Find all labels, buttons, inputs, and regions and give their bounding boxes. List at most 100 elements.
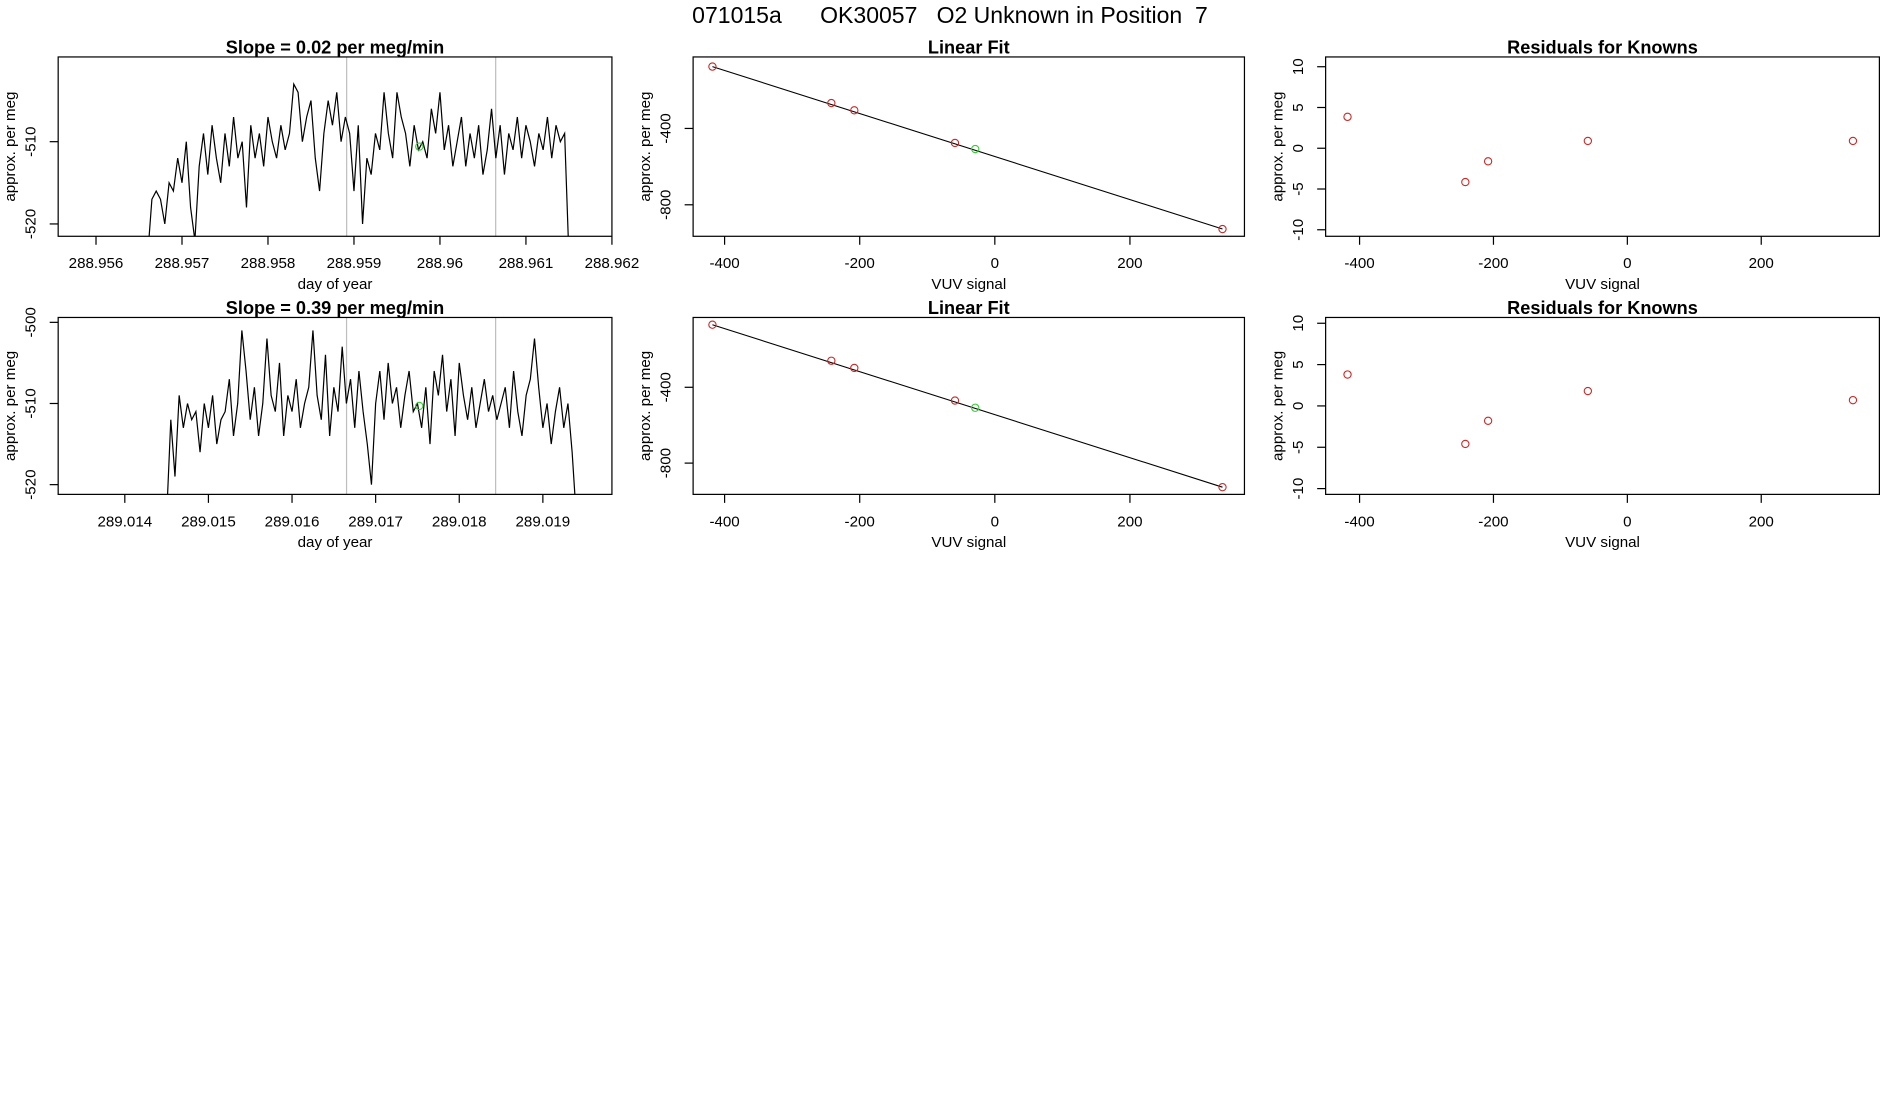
x-tick-label: 0 [1623,513,1631,530]
data-point [950,396,960,405]
y-tick-label: -400 [657,113,674,143]
data-point [1343,370,1352,379]
data-point [827,98,836,108]
data-point [1848,136,1858,146]
y-tick-label: -500 [23,307,40,337]
main-title: 071015a OK30057 O2 Unknown in Position 7 [692,2,1208,28]
x-tick-label: 200 [1117,513,1142,530]
x-tick-label: -200 [845,255,875,272]
x-axis-label: VUV signal [1565,534,1640,551]
x-tick-label: 288.959 [327,255,382,272]
data-point [1218,482,1227,492]
x-tick-label: -200 [845,513,875,530]
data-point [708,320,717,329]
plot-area [1343,370,1858,449]
y-tick-label: 0 [1290,144,1307,152]
y-tick-label: 5 [1290,360,1307,368]
plot-area [708,320,1227,492]
x-tick-label: 288.957 [155,255,210,272]
x-tick-label: 289.015 [181,513,236,530]
panel: Residuals for Knowns VUV signal approx. pe… [1269,298,1880,551]
y-tick-label: -800 [657,448,674,478]
panel-title: Slope = 0.39 per meg/min [226,298,444,318]
panel-title: Residuals for Knowns [1507,298,1698,318]
y-axis-label: approx. per meg [637,351,654,461]
plot-frame [57,316,613,495]
data-point [1848,395,1858,405]
data-line [148,81,569,237]
data-point [827,356,836,365]
x-tick-label: 200 [1749,513,1774,530]
plot-area [708,62,1227,234]
x-tick-label: 289.017 [348,513,403,530]
y-tick-label: -5 [1290,182,1307,195]
plot-frame [1325,56,1880,237]
fit-line [712,66,1223,230]
panel-title: Linear Fit [928,37,1010,57]
x-axis-label: day of year [298,276,373,293]
y-tick-label: 5 [1290,103,1307,111]
data-point [1343,112,1352,122]
x-tick-label: -400 [1344,255,1374,272]
data-point [708,62,717,71]
panel-title: Slope = 0.02 per meg/min [226,37,444,57]
x-tick-label: 289.019 [516,513,571,530]
panel: Residuals for Knowns VUV signal approx. pe… [1269,37,1880,293]
plot-frame [1325,316,1880,495]
panel-title: Residuals for Knowns [1507,37,1698,57]
data-point [950,138,960,148]
x-tick-label: 288.96 [417,255,463,272]
x-axis-label: VUV signal [1565,276,1640,293]
x-tick-label: 0 [1623,255,1631,272]
y-tick-label: -400 [657,372,674,402]
x-tick-label: 289.018 [432,513,487,530]
y-tick-label: -510 [23,388,40,418]
data-point [850,363,859,373]
highlight-point [971,144,980,154]
data-point [1461,177,1470,187]
x-tick-label: 0 [991,255,999,272]
panel: Slope = 0.02 per meg/min day of year appro… [2,37,639,292]
y-axis-label: approx. per meg [637,92,654,202]
y-axis-label: approx. per meg [2,92,19,202]
x-tick-label: -200 [1478,513,1508,530]
x-axis-label: VUV signal [931,534,1006,551]
y-axis-label: approx. per meg [1269,92,1286,202]
plot-frame [692,316,1246,495]
x-tick-label: 288.958 [241,255,296,272]
plot-area [148,56,569,237]
y-axis-label: approx. per meg [2,351,19,461]
highlight-point [415,401,424,411]
data-point [850,106,859,115]
highlight-point [415,142,424,151]
x-tick-label: -400 [709,513,739,530]
y-tick-label: -800 [657,190,674,220]
plot-area [1343,112,1858,187]
x-tick-label: 200 [1749,255,1774,272]
x-tick-label: 289.014 [97,513,152,530]
data-point [1461,439,1470,449]
y-tick-label: -520 [23,470,40,500]
y-tick-label: -10 [1290,478,1307,500]
plot-area [166,317,576,495]
data-line [166,330,576,495]
y-tick-label: 10 [1290,58,1307,75]
y-tick-label: 0 [1290,402,1307,410]
y-tick-label: 10 [1290,315,1307,332]
y-tick-label: -510 [23,127,40,157]
x-tick-label: 0 [991,513,999,530]
x-axis-label: VUV signal [931,276,1006,293]
y-tick-label: -520 [23,209,40,239]
y-axis-label: approx. per meg [1269,351,1286,461]
fit-line [712,324,1223,488]
x-axis-label: day of year [298,534,373,551]
x-tick-label: 289.016 [265,513,320,530]
data-point [1483,157,1493,166]
x-tick-label: -400 [709,255,739,272]
panel-title: Linear Fit [928,298,1010,318]
data-point [1583,136,1593,146]
x-tick-label: -400 [1344,513,1374,530]
